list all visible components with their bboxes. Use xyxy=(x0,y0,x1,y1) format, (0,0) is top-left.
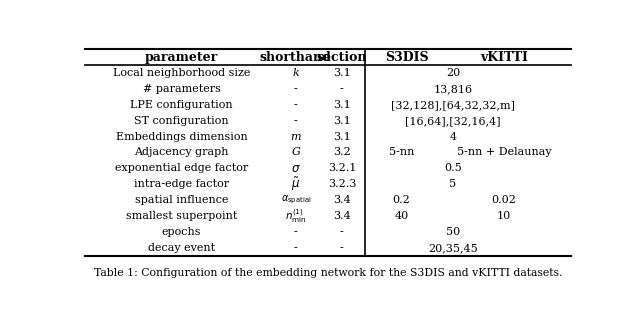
Text: Adjacency graph: Adjacency graph xyxy=(134,147,229,158)
Text: 20: 20 xyxy=(446,68,460,78)
Text: m: m xyxy=(291,132,301,142)
Text: $n_{\rm min}^{(1)}$: $n_{\rm min}^{(1)}$ xyxy=(285,207,307,225)
Text: 10: 10 xyxy=(497,211,511,221)
Text: 0.2: 0.2 xyxy=(392,195,410,205)
Text: 0.5: 0.5 xyxy=(444,163,462,173)
Text: 5: 5 xyxy=(449,179,456,189)
Text: 3.2.3: 3.2.3 xyxy=(328,179,356,189)
Text: epochs: epochs xyxy=(162,227,202,237)
Text: 5-nn + Delaunay: 5-nn + Delaunay xyxy=(457,147,552,158)
Text: 0.02: 0.02 xyxy=(492,195,516,205)
Text: Embeddings dimension: Embeddings dimension xyxy=(116,132,248,142)
Text: [16,64],[32,16,4]: [16,64],[32,16,4] xyxy=(405,116,501,126)
Text: exponential edge factor: exponential edge factor xyxy=(115,163,248,173)
Text: Local neighborhood size: Local neighborhood size xyxy=(113,68,250,78)
Text: -: - xyxy=(294,84,298,94)
Text: -: - xyxy=(294,243,298,253)
Text: parameter: parameter xyxy=(145,51,218,64)
Text: # parameters: # parameters xyxy=(143,84,221,94)
Text: 20,35,45: 20,35,45 xyxy=(428,243,478,253)
Text: 5-nn: 5-nn xyxy=(388,147,414,158)
Text: -: - xyxy=(294,227,298,237)
Text: k: k xyxy=(292,68,299,78)
Text: Table 1: Configuration of the embedding network for the S3DIS and vKITTI dataset: Table 1: Configuration of the embedding … xyxy=(94,268,562,278)
Text: vKITTI: vKITTI xyxy=(480,51,528,64)
Text: 13,816: 13,816 xyxy=(433,84,472,94)
Text: 3.1: 3.1 xyxy=(333,132,351,142)
Text: smallest superpoint: smallest superpoint xyxy=(126,211,237,221)
Text: decay event: decay event xyxy=(148,243,215,253)
Text: 4: 4 xyxy=(449,132,456,142)
Text: -: - xyxy=(340,227,344,237)
Text: -: - xyxy=(340,243,344,253)
Text: $\sigma$: $\sigma$ xyxy=(291,162,301,175)
Text: $\tilde{\mu}$: $\tilde{\mu}$ xyxy=(291,175,300,193)
Text: section: section xyxy=(317,51,367,64)
Text: spatial influence: spatial influence xyxy=(135,195,228,205)
Text: G: G xyxy=(291,147,300,158)
Text: 3.1: 3.1 xyxy=(333,116,351,126)
Text: intra-edge factor: intra-edge factor xyxy=(134,179,229,189)
Text: 3.4: 3.4 xyxy=(333,195,351,205)
Text: -: - xyxy=(340,84,344,94)
Text: -: - xyxy=(294,116,298,126)
Text: S3DIS: S3DIS xyxy=(385,51,429,64)
Text: -: - xyxy=(294,100,298,110)
Text: [32,128],[64,32,32,m]: [32,128],[64,32,32,m] xyxy=(391,100,515,110)
Text: shorthand: shorthand xyxy=(260,51,332,64)
Text: 40: 40 xyxy=(394,211,408,221)
Text: 3.2.1: 3.2.1 xyxy=(328,163,356,173)
Text: 3.1: 3.1 xyxy=(333,100,351,110)
Text: $\alpha_{\rm spatial}$: $\alpha_{\rm spatial}$ xyxy=(280,194,311,206)
Text: 50: 50 xyxy=(446,227,460,237)
Text: 3.1: 3.1 xyxy=(333,68,351,78)
Text: 3.4: 3.4 xyxy=(333,211,351,221)
Text: 3.2: 3.2 xyxy=(333,147,351,158)
Text: LPE configuration: LPE configuration xyxy=(131,100,233,110)
Text: ST configuration: ST configuration xyxy=(134,116,229,126)
